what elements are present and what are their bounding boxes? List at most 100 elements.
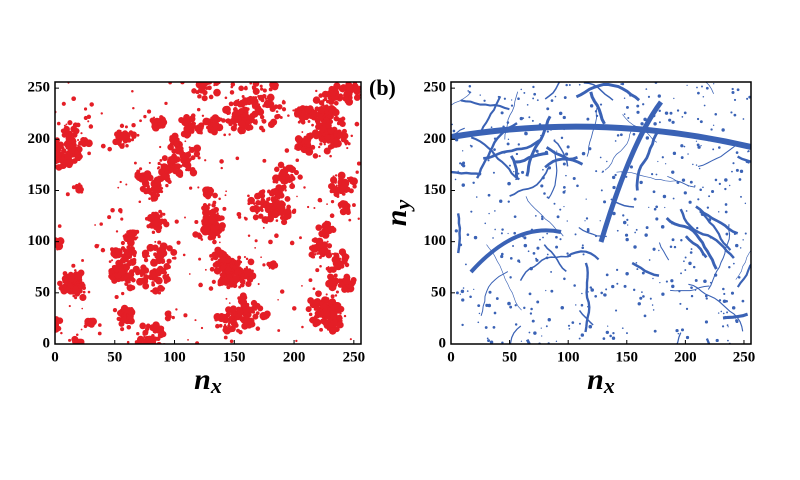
texture [515,152,519,156]
texture [68,304,71,308]
texture [573,284,576,287]
texture [333,100,339,106]
texture [350,134,354,138]
texture [329,327,337,335]
texture [189,169,198,177]
texture [537,152,539,155]
texture [210,232,216,238]
texture [296,106,302,111]
texture [78,345,80,347]
texture [741,299,745,303]
texture [709,236,713,239]
texture [295,158,300,162]
texture [281,184,286,188]
texture [252,87,260,95]
texture [599,156,602,159]
texture [641,271,645,275]
texture [264,206,272,214]
texture [493,311,497,315]
texture [451,127,465,137]
texture [566,250,600,261]
texture [571,321,575,324]
texture [297,120,301,124]
texture [565,83,568,87]
texture [655,205,659,209]
texture [303,186,306,189]
texture [555,340,558,343]
texture [218,117,223,122]
texture [532,97,535,100]
texture [480,95,502,132]
texture [329,154,332,158]
texture [331,109,335,113]
texture [135,340,143,344]
texture [227,324,231,328]
texture [323,235,326,238]
texture [582,253,585,256]
texture [174,156,181,163]
texture [313,318,322,327]
texture [261,93,267,99]
texture [678,290,681,293]
texture [462,161,466,165]
texture [57,245,60,248]
texture [252,313,259,320]
texture [182,253,186,257]
texture [240,298,248,306]
texture [669,111,673,115]
texture [188,122,192,125]
texture [664,111,669,115]
texture [468,91,471,94]
texture [581,292,583,295]
texture [675,328,679,333]
texture [513,215,517,219]
texture [705,338,711,344]
texture [625,271,629,276]
texture [702,95,705,98]
texture [331,252,334,255]
texture [290,182,294,185]
texture [219,273,223,277]
texture [343,314,347,318]
texture [342,78,346,82]
texture [57,280,63,287]
texture [166,245,173,252]
texture [490,126,493,129]
texture [184,151,192,159]
texture [294,147,297,150]
texture [602,233,605,237]
texture [575,304,577,306]
texture [301,285,303,287]
texture [497,95,500,98]
texture [546,196,549,199]
texture [636,268,639,271]
texture [251,110,259,118]
texture [580,333,585,337]
texture [644,233,648,237]
texture [686,84,688,87]
texture [744,202,747,205]
texture [210,224,219,233]
texture [529,266,533,271]
texture [550,289,554,293]
texture [641,291,643,294]
texture [115,248,123,256]
texture [520,340,523,342]
texture [635,228,638,231]
texture [171,315,175,320]
texture [550,99,554,102]
texture [338,176,344,182]
texture [500,254,504,259]
texture [461,298,465,302]
texture [563,128,565,131]
texture [525,338,531,344]
texture [311,238,316,243]
texture [152,321,160,329]
texture [614,140,617,142]
texture [257,95,261,98]
texture [604,125,635,171]
texture [197,94,202,99]
texture [268,196,271,199]
texture [223,318,229,324]
texture [57,224,62,228]
